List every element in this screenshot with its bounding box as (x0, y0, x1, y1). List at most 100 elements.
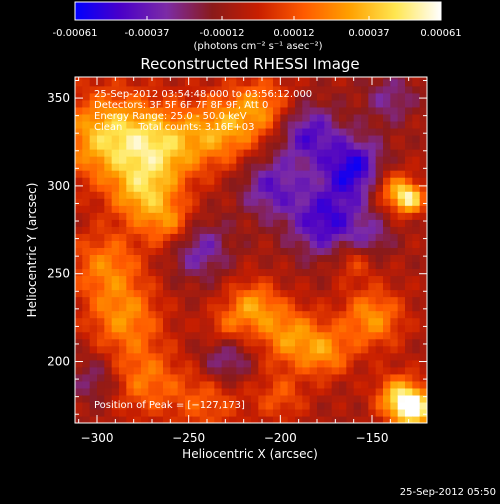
heatmap-cell (280, 156, 289, 164)
heatmap-cell (75, 289, 83, 298)
heatmap-cell (97, 345, 105, 354)
heatmap-cell (207, 359, 215, 368)
heatmap-cell (309, 177, 318, 185)
heatmap-cell (353, 394, 362, 403)
heatmap-cell (177, 92, 186, 101)
heatmap-cell (155, 85, 164, 94)
heatmap-cell (82, 240, 91, 248)
heatmap-cell (133, 198, 142, 206)
heatmap-cell (214, 120, 223, 129)
heatmap-cell (214, 352, 223, 361)
heatmap-cell (324, 120, 333, 129)
heatmap-cell (361, 247, 369, 255)
heatmap-cell (199, 275, 208, 284)
heatmap-cell (397, 198, 406, 206)
heatmap-cell (405, 191, 413, 199)
heatmap-cell (177, 177, 186, 185)
heatmap-cell (236, 219, 245, 227)
heatmap-cell (251, 163, 259, 171)
heatmap-cell (221, 226, 230, 234)
heatmap-cell (280, 345, 289, 354)
heatmap-cell (353, 296, 362, 305)
heatmap-cell (375, 289, 384, 298)
heatmap-cell (199, 240, 208, 248)
heatmap-cell (163, 289, 171, 298)
heatmap-cell (309, 156, 318, 164)
heatmap-cell (170, 261, 179, 270)
heatmap-cell (280, 191, 289, 199)
heatmap-cell (295, 394, 303, 403)
heatmap-cell (177, 373, 186, 382)
heatmap-cell (229, 303, 237, 312)
heatmap-cell (353, 198, 362, 206)
heatmap-cell (207, 127, 215, 136)
heatmap-cell (353, 212, 362, 220)
footer-timestamp: 25-Sep-2012 05:50 (400, 487, 496, 498)
heatmap-cell (170, 120, 179, 129)
heatmap-cell (317, 408, 325, 417)
heatmap-cell (229, 394, 237, 403)
heatmap-cell (353, 219, 362, 227)
heatmap-cell (141, 77, 149, 80)
heatmap-cell (375, 261, 384, 270)
heatmap-cell (155, 191, 164, 199)
heatmap-cell (133, 191, 142, 199)
heatmap-cell (214, 240, 223, 248)
heatmap-cell (89, 352, 98, 361)
chart-title: Reconstructed RHESSI Image (140, 55, 359, 73)
heatmap-cell (119, 373, 127, 382)
heatmap-cell (251, 261, 259, 270)
heatmap-cell (243, 170, 252, 178)
heatmap-cell (339, 170, 347, 178)
heatmap-cell (155, 212, 164, 220)
heatmap-cell (287, 233, 296, 241)
heatmap-cell (141, 106, 149, 115)
heatmap-cell (89, 415, 98, 423)
heatmap-cell (309, 170, 318, 178)
heatmap-cell (258, 303, 267, 312)
heatmap-cell (295, 226, 303, 234)
heatmap-cell (368, 338, 377, 347)
heatmap-cell (243, 261, 252, 270)
heatmap-cell (390, 78, 399, 87)
heatmap-cell (170, 106, 179, 115)
heatmap-cell (375, 92, 384, 101)
heatmap-cell (339, 261, 347, 270)
heatmap-cell (111, 352, 120, 361)
heatmap-cell (317, 275, 325, 284)
heatmap-cell (419, 380, 427, 389)
heatmap-cell (390, 338, 399, 347)
heatmap-cell (229, 212, 237, 220)
heatmap-cell (324, 282, 333, 291)
heatmap-cell (229, 275, 237, 284)
heatmap-cell (265, 338, 274, 347)
heatmap-cell (397, 359, 406, 368)
heatmap-cell (75, 317, 83, 326)
heatmap-cell (302, 303, 311, 312)
heatmap-cell (111, 177, 120, 185)
heatmap-cell (295, 92, 303, 101)
heatmap-cell (273, 240, 281, 248)
heatmap-cell (412, 134, 421, 143)
heatmap-cell (243, 78, 252, 87)
heatmap-cell (126, 261, 135, 270)
heatmap-cell (89, 296, 98, 305)
heatmap-cell (141, 401, 149, 410)
heatmap-cell (133, 373, 142, 382)
heatmap-cell (412, 106, 421, 115)
heatmap-cell (141, 184, 149, 192)
heatmap-cell (163, 373, 171, 382)
heatmap-cell (214, 77, 223, 80)
heatmap-cell (126, 415, 135, 423)
heatmap-cell (170, 212, 179, 220)
heatmap-cell (287, 198, 296, 206)
heatmap-cell (155, 134, 164, 143)
heatmap-cell (295, 149, 303, 157)
heatmap-cell (236, 345, 245, 354)
heatmap-cell (412, 373, 421, 382)
heatmap-cell (163, 380, 171, 389)
heatmap-cell (405, 261, 413, 270)
heatmap-cell (317, 387, 325, 396)
heatmap-cell (126, 373, 135, 382)
heatmap-cell (104, 184, 113, 192)
